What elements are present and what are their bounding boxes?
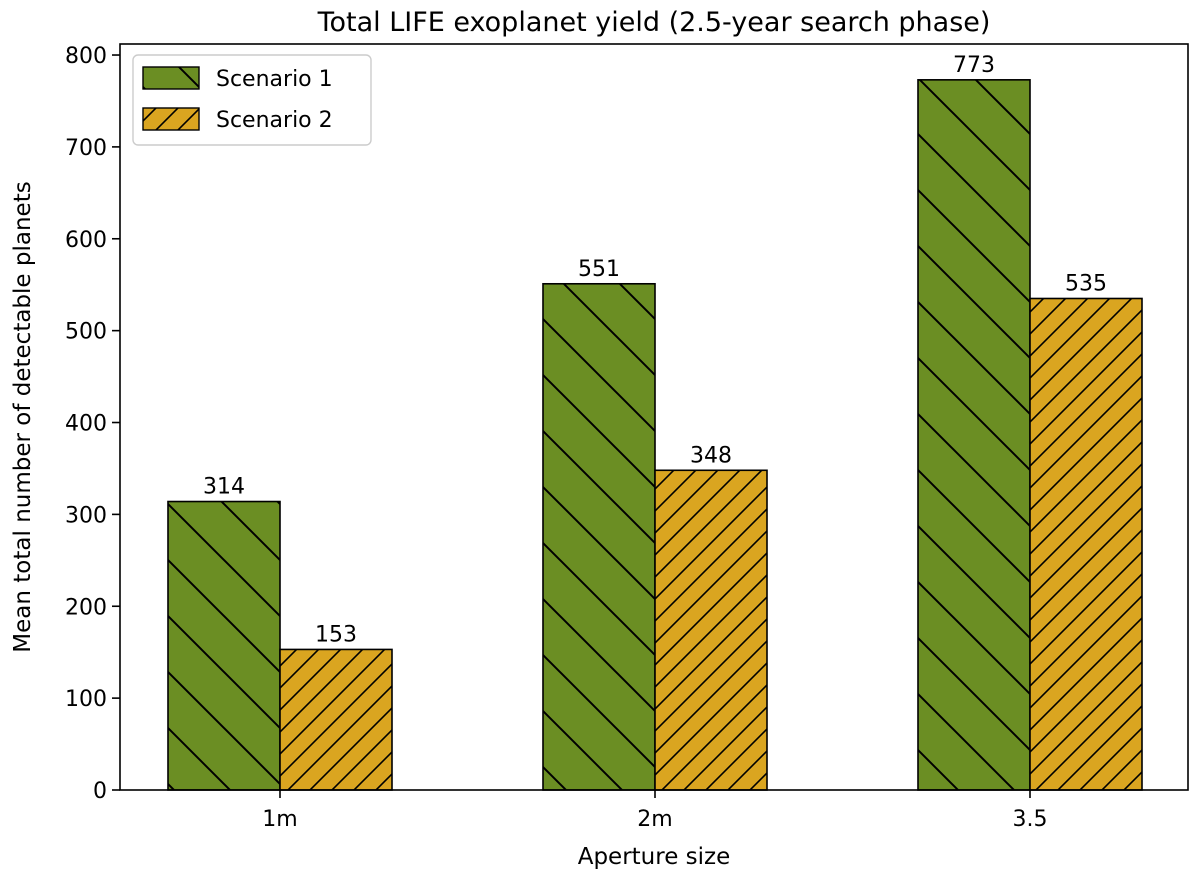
y-tick-label: 500 xyxy=(65,320,107,345)
y-tick-label: 400 xyxy=(65,412,107,437)
data-label-scenario-2: 535 xyxy=(1065,271,1107,296)
plot-area: 314 153 551 348 773 535 xyxy=(167,53,1143,791)
y-axis: 0 100 200 300 400 500 600 700 800 xyxy=(65,44,120,804)
bar-scenario-1-2m xyxy=(542,282,656,791)
y-tick-label: 300 xyxy=(65,503,107,528)
y-tick-label: 0 xyxy=(93,779,107,804)
bar-scenario-1-35 xyxy=(917,79,1031,791)
y-axis-label: Mean total number of detectable planets xyxy=(10,181,36,652)
y-tick-label: 200 xyxy=(65,595,107,620)
y-tick-label: 800 xyxy=(65,44,107,69)
y-tick-label: 100 xyxy=(65,687,107,712)
bar-scenario-2-35 xyxy=(1029,297,1143,791)
plot-frame xyxy=(119,43,1189,791)
data-label-scenario-2: 348 xyxy=(690,443,732,468)
bar-scenario-1-1m xyxy=(167,500,281,791)
data-label-scenario-1: 773 xyxy=(953,53,995,78)
data-label-scenario-2: 153 xyxy=(315,622,357,647)
y-tick-label: 600 xyxy=(65,228,107,253)
legend: Scenario 1 Scenario 2 xyxy=(132,54,372,146)
y-tick-label: 700 xyxy=(65,136,107,161)
x-tick-label: 1m xyxy=(262,807,297,832)
legend-swatch-scenario-2 xyxy=(142,107,200,131)
bar-scenario-2-1m xyxy=(279,648,393,791)
x-tick-label: 2m xyxy=(637,807,672,832)
x-axis: 1m 2m 3.5 xyxy=(262,790,1048,832)
x-axis-label: Aperture size xyxy=(578,844,731,870)
data-label-scenario-1: 551 xyxy=(578,257,620,282)
data-label-scenario-1: 314 xyxy=(203,475,245,500)
bar-scenario-2-2m xyxy=(654,469,768,791)
legend-swatch-scenario-1 xyxy=(142,66,200,90)
x-tick-label: 3.5 xyxy=(1013,807,1048,832)
chart-title: Total LIFE exoplanet yield (2.5-year sea… xyxy=(317,7,991,38)
legend-label-scenario-1: Scenario 1 xyxy=(216,67,333,92)
legend-label-scenario-2: Scenario 2 xyxy=(216,108,333,133)
